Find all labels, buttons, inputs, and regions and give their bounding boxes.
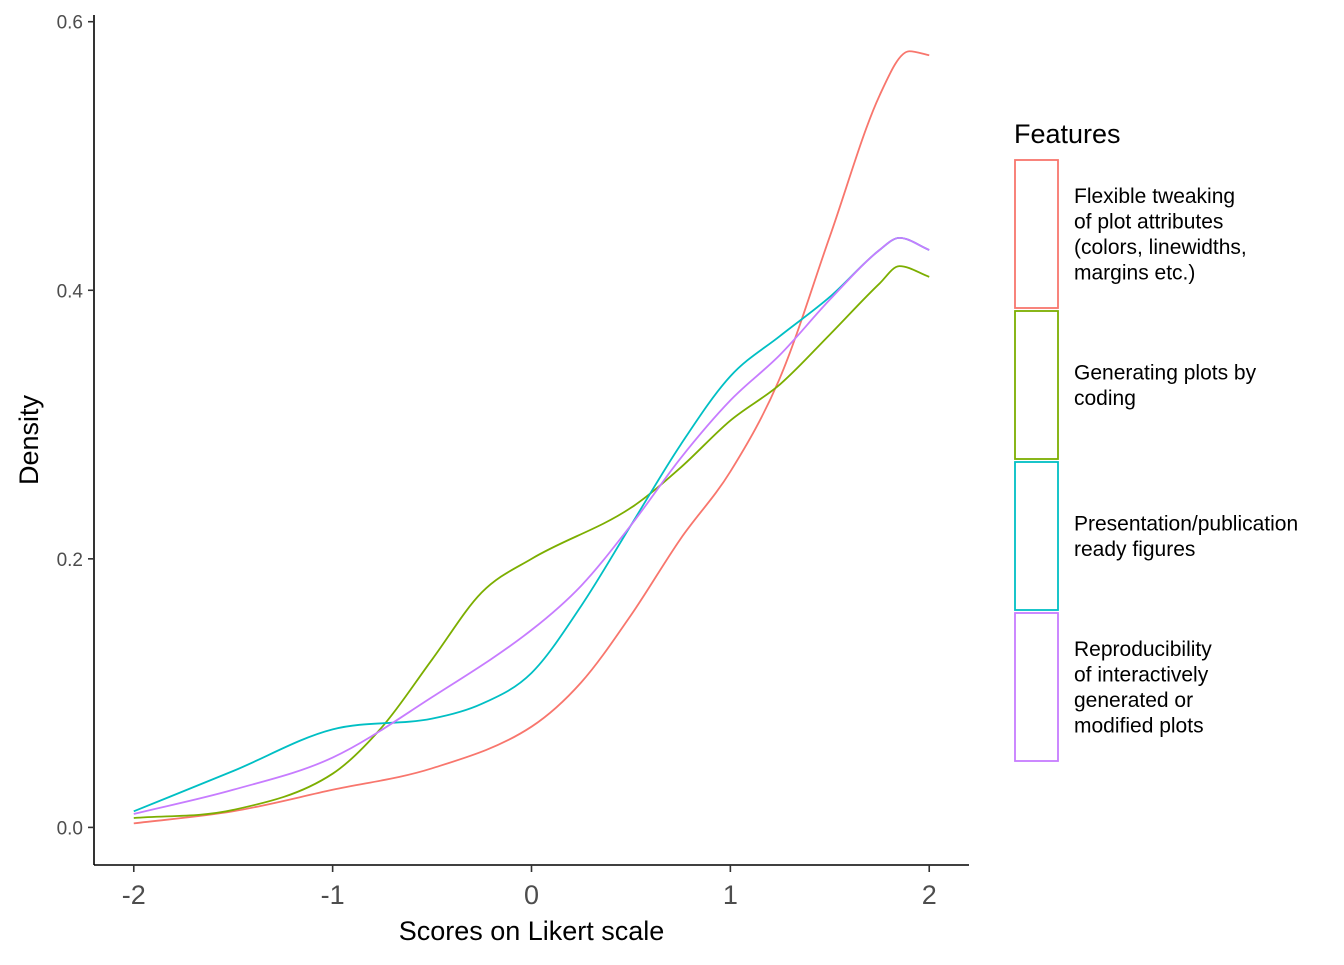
x-tick-label: -2 — [122, 880, 146, 910]
legend-key-4 — [1014, 612, 1059, 762]
series-line-1 — [133, 50, 930, 825]
legend-label-3: Presentation/publication ready figures — [1074, 512, 1298, 561]
legend: Features Flexible tweaking of plot attrib… — [1014, 119, 1298, 762]
x-ticks: -2 -1 0 1 2 — [122, 865, 937, 910]
y-axis-title: Density — [14, 394, 44, 485]
legend-items: Flexible tweaking of plot attributes (colo… — [1014, 159, 1298, 762]
legend-key-1 — [1014, 159, 1059, 309]
x-tick-label: 1 — [723, 880, 738, 910]
legend-label-4: Reproducibility of interactively generated… — [1074, 638, 1212, 738]
x-tick-label: -1 — [321, 880, 345, 910]
axes-layer — [93, 15, 969, 866]
legend-key-3 — [1014, 461, 1059, 611]
x-tick-label: 2 — [922, 880, 937, 910]
y-tick-label: 0.2 — [57, 550, 83, 571]
series-line-4 — [133, 237, 930, 815]
series-layer — [133, 50, 930, 825]
legend-key-2 — [1014, 310, 1059, 460]
x-axis-title: Scores on Likert scale — [399, 916, 665, 946]
y-tick-label: 0.4 — [57, 281, 84, 302]
legend-title: Features — [1014, 119, 1121, 149]
legend-label-1: Flexible tweaking of plot attributes (colo… — [1074, 185, 1247, 284]
y-tick-label: 0.0 — [57, 818, 83, 839]
x-tick-label: 0 — [524, 880, 539, 910]
y-tick-label: 0.6 — [57, 13, 83, 34]
y-ticks: 0.0 0.2 0.4 0.6 — [57, 13, 94, 839]
series-line-2 — [133, 265, 930, 819]
legend-label-2: Generating plots by coding — [1074, 361, 1257, 410]
series-line-3 — [133, 237, 930, 813]
